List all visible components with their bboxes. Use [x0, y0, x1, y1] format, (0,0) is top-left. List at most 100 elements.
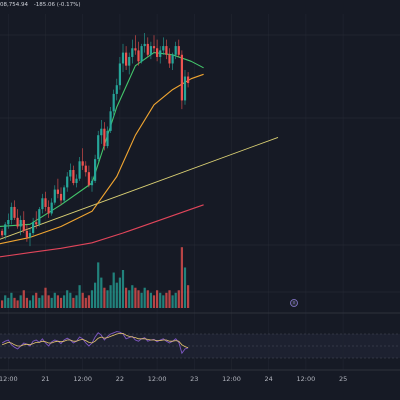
volume-bar	[115, 282, 118, 308]
candle[interactable]	[140, 43, 143, 64]
candle[interactable]	[118, 56, 121, 90]
time-tick-label: 12:00	[0, 375, 18, 383]
candle[interactable]	[115, 78, 118, 101]
last-price: 08,754.94	[0, 2, 28, 8]
candle[interactable]	[162, 37, 165, 55]
candle[interactable]	[134, 35, 137, 55]
candle[interactable]	[84, 161, 87, 177]
candle[interactable]	[106, 126, 109, 149]
candle[interactable]	[174, 41, 177, 60]
volume-bar	[140, 292, 143, 308]
candle[interactable]	[90, 176, 94, 192]
candle[interactable]	[7, 213, 10, 229]
volume-bar	[53, 292, 56, 308]
candle-body	[81, 161, 84, 166]
candle[interactable]	[16, 209, 19, 229]
candle-body	[25, 230, 28, 238]
candle[interactable]	[146, 37, 149, 57]
candle[interactable]	[112, 89, 115, 118]
candle[interactable]	[35, 211, 38, 229]
candle[interactable]	[149, 41, 152, 60]
candle[interactable]	[131, 39, 134, 64]
volume-bar	[165, 292, 168, 308]
candle-body	[78, 161, 81, 179]
time-axis[interactable]: 12:00 21 12:00 22 12:00 23 12:00 24 12:00 25	[0, 375, 347, 383]
candle[interactable]	[165, 39, 168, 60]
candle[interactable]	[22, 211, 25, 234]
candle[interactable]	[87, 165, 90, 188]
candle[interactable]	[25, 224, 28, 242]
candle[interactable]	[109, 106, 112, 134]
candle[interactable]	[4, 222, 7, 240]
candle[interactable]	[81, 148, 84, 170]
candle[interactable]	[69, 163, 72, 181]
candle[interactable]	[78, 156, 81, 181]
volume-bar	[152, 295, 156, 308]
rsi-signal-line	[1, 332, 189, 349]
candle[interactable]	[41, 193, 44, 214]
candle[interactable]	[13, 200, 16, 220]
time-tick-label: 12:00	[297, 375, 316, 383]
volume-bar	[90, 290, 94, 308]
time-tick-label: 23	[190, 375, 198, 383]
alert-icon[interactable]	[290, 299, 298, 307]
volume-bar	[41, 295, 44, 308]
candle-body	[59, 193, 63, 201]
volume-bar	[103, 287, 106, 308]
candle[interactable]	[159, 46, 162, 64]
candle[interactable]	[38, 206, 41, 227]
candle[interactable]	[32, 217, 35, 236]
candle-body	[118, 63, 121, 86]
candle[interactable]	[97, 130, 100, 162]
candle[interactable]	[1, 228, 4, 238]
volume-bar	[28, 300, 32, 308]
candle[interactable]	[125, 46, 128, 70]
candle[interactable]	[19, 215, 22, 236]
candle[interactable]	[47, 200, 50, 218]
candle[interactable]	[152, 35, 156, 53]
candle[interactable]	[137, 41, 140, 66]
candle[interactable]	[53, 185, 56, 205]
candle[interactable]	[50, 198, 53, 216]
volume-bar	[180, 247, 183, 308]
volume-bar	[13, 297, 16, 308]
candle-body	[4, 224, 7, 236]
candle[interactable]	[183, 70, 187, 105]
candle[interactable]	[180, 50, 183, 110]
candle[interactable]	[177, 39, 180, 57]
rsi-pane[interactable]	[1, 331, 189, 355]
candle[interactable]	[168, 48, 171, 68]
candle[interactable]	[143, 33, 146, 53]
candle[interactable]	[103, 122, 106, 151]
candle-body	[47, 206, 50, 214]
candle-body	[156, 48, 159, 57]
candle[interactable]	[156, 39, 159, 62]
time-tick-label: 12:00	[148, 375, 167, 383]
candle[interactable]	[100, 120, 103, 144]
candle[interactable]	[10, 202, 13, 225]
candle[interactable]	[63, 185, 66, 203]
candle-body	[1, 230, 4, 236]
candle[interactable]	[128, 52, 131, 75]
candle[interactable]	[28, 228, 32, 247]
volume-bar	[106, 290, 109, 308]
rsi-line	[1, 331, 189, 355]
candle[interactable]	[187, 72, 190, 88]
candle[interactable]	[171, 52, 174, 70]
candle-body	[177, 46, 180, 55]
candles[interactable]	[1, 33, 190, 247]
volume-bars	[1, 247, 190, 308]
candle[interactable]	[56, 178, 59, 199]
volume-bar	[56, 295, 59, 308]
candle[interactable]	[72, 165, 75, 186]
candle-body	[44, 198, 47, 207]
candle[interactable]	[44, 191, 47, 212]
candle[interactable]	[121, 43, 125, 73]
candle[interactable]	[94, 154, 97, 184]
time-tick-label: 25	[339, 375, 347, 383]
candle-body	[41, 198, 44, 210]
candle[interactable]	[66, 172, 69, 192]
candle[interactable]	[75, 174, 78, 188]
candle[interactable]	[59, 187, 63, 205]
